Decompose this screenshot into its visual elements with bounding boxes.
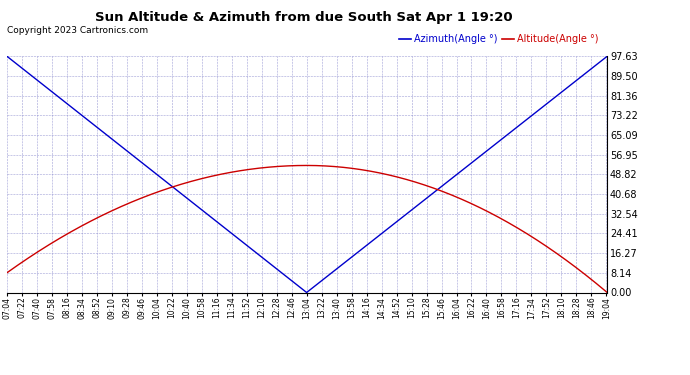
Legend: Azimuth(Angle °), Altitude(Angle °): Azimuth(Angle °), Altitude(Angle °) bbox=[395, 30, 602, 48]
Text: Sun Altitude & Azimuth from due South Sat Apr 1 19:20: Sun Altitude & Azimuth from due South Sa… bbox=[95, 11, 513, 24]
Text: Copyright 2023 Cartronics.com: Copyright 2023 Cartronics.com bbox=[7, 26, 148, 34]
